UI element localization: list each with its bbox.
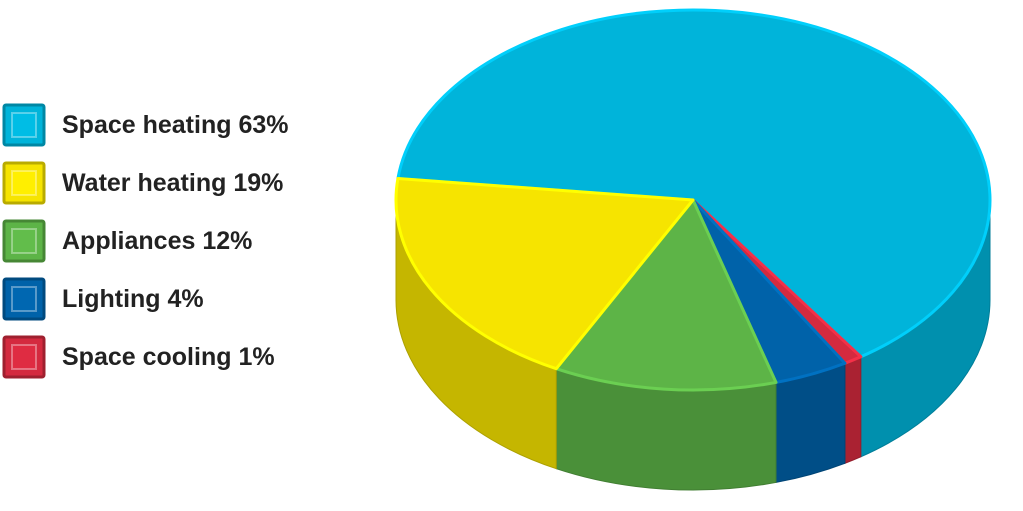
legend-swatch-highlight (11, 286, 37, 312)
slice (396, 8, 992, 359)
legend-value: 63% (238, 111, 288, 139)
slice-side (844, 355, 862, 464)
legend-swatch-highlight (11, 344, 37, 370)
legend-value: 4% (168, 285, 204, 313)
pie-walls (395, 199, 991, 491)
legend-label: Space heating 63% (62, 111, 289, 139)
slice (394, 176, 695, 371)
legend-label: Water heating 19% (62, 169, 283, 197)
legend-swatch-highlight (11, 228, 37, 254)
legend-label: Appliances 12% (62, 227, 252, 255)
legend-swatch-highlight (11, 170, 37, 196)
legend-value: 19% (233, 169, 283, 197)
slice (554, 198, 778, 392)
legend-category: Space cooling (62, 343, 238, 371)
legend-swatch-highlight (11, 112, 37, 138)
legend-category: Water heating (62, 169, 233, 197)
legend-value: 1% (238, 343, 274, 371)
legend-label: Lighting 4% (62, 285, 204, 313)
legend: Space heating 63% Water heating 19% Applia… (2, 103, 289, 379)
legend-category: Lighting (62, 285, 168, 313)
legend-category: Appliances (62, 227, 202, 255)
pie-tops (394, 8, 992, 392)
legend-value: 12% (202, 227, 252, 255)
legend-label: Space cooling 1% (62, 343, 275, 371)
legend-category: Space heating (62, 111, 238, 139)
